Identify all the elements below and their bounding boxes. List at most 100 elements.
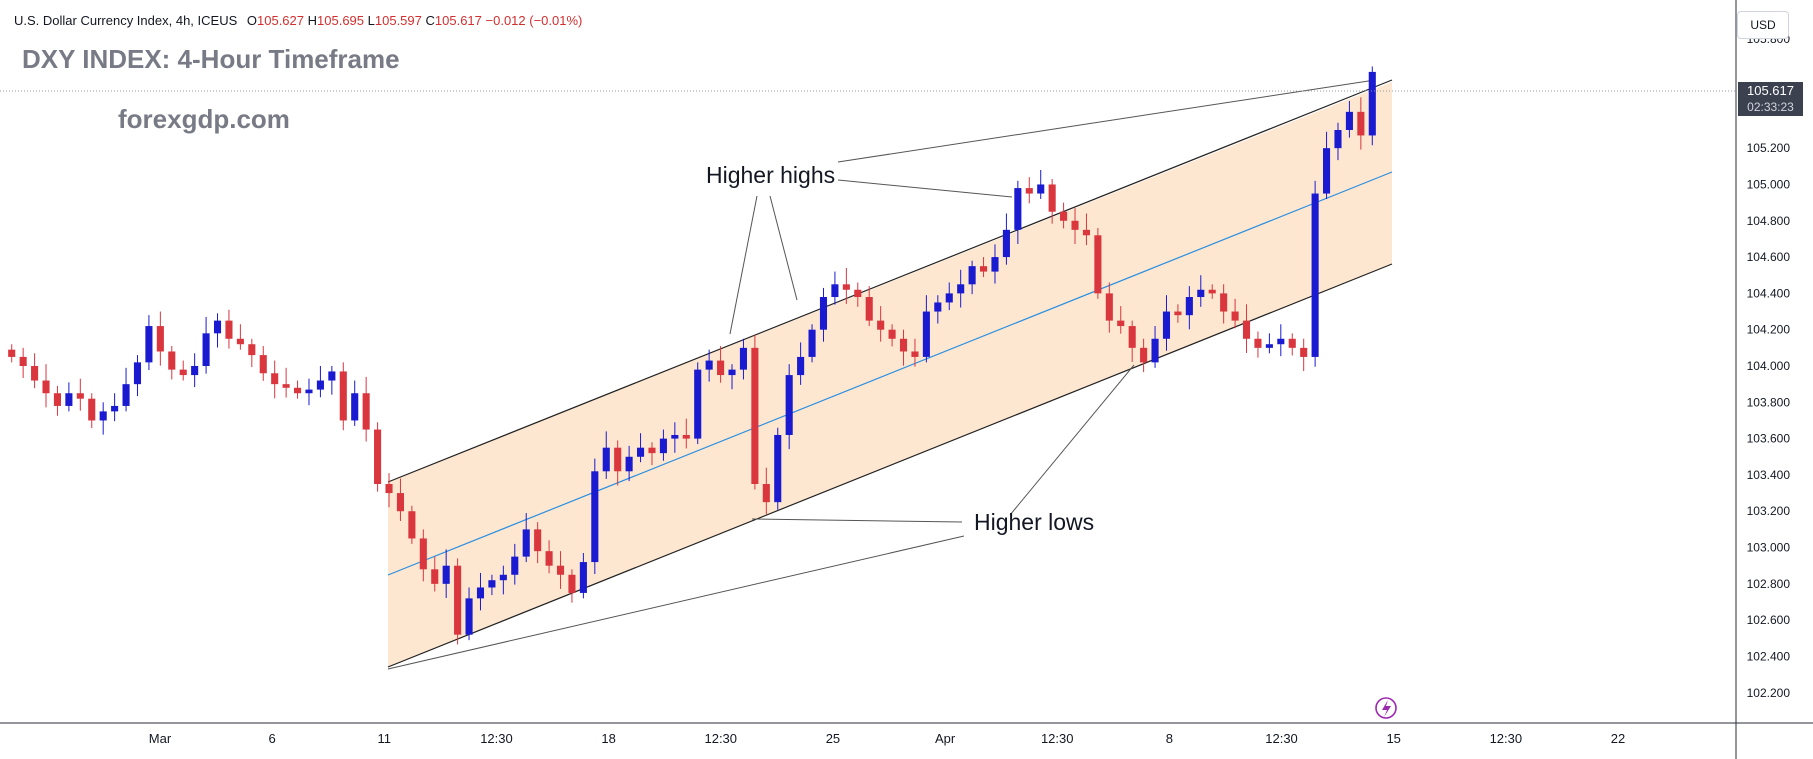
candle-body [1254,338,1262,348]
candle-body [591,471,599,563]
candle-body [133,362,142,385]
candle-body [396,493,404,512]
candle-body [865,297,873,321]
candle-body [648,447,656,454]
x-tick-label: 11 [378,731,392,746]
candle-body [454,565,462,635]
candle-body [899,338,908,352]
candle-body [1025,188,1033,194]
candle-body [408,511,416,539]
candle-body [1357,111,1365,136]
candle-body [579,562,587,593]
x-tick-label: 12:30 [1265,731,1298,746]
y-tick-label: 103.800 [1747,395,1791,409]
candle-body [53,393,61,406]
annotation-line-highs-left2 [769,195,798,301]
x-axis: Mar 6 11 12:30 18 12:30 25 Apr 12:30 8 12:30 15 12:3… [149,731,1625,746]
x-tick-label: 18 [601,731,615,746]
candle-body [797,356,805,376]
annotation-line-highs-long [837,79,1376,163]
candle-body [1002,229,1010,258]
watermark: forexgdp.com [118,104,290,134]
candle-body [225,320,233,339]
candle-body [877,320,885,330]
candle-body [111,405,119,412]
y-axis: 105.800105.400105.200105.000104.800104.6… [1747,32,1791,700]
candle-body [294,387,302,394]
candle-body [42,380,50,394]
candle-body [842,284,850,290]
candle-body [328,371,336,381]
candle-body [762,484,770,503]
candle-body [31,366,39,381]
candle-body [808,329,816,357]
candle-body [1162,311,1171,339]
y-tick-label: 103.400 [1747,468,1791,482]
candle-body [957,284,965,294]
candle-body [819,297,828,330]
y-tick-label: 104.600 [1747,250,1791,264]
candle-body [1082,229,1090,236]
candle-body [442,565,450,584]
candle-body [339,371,347,421]
candle-body [922,311,930,357]
candle-body [1094,235,1102,294]
candle-body [259,355,267,374]
x-tick-label: 12:30 [1490,731,1523,746]
y-tick-label: 104.000 [1747,359,1791,373]
last-price-value: 105.617 [1747,83,1794,98]
low-value: 105.597 [374,13,422,28]
candle-body [499,574,507,581]
candle-body [1311,193,1319,357]
candle-body [1151,338,1159,363]
candle-body [1323,148,1331,194]
high-value: 105.695 [317,13,365,28]
annotation-line-lows-mid [751,518,963,523]
y-tick-label: 105.200 [1747,141,1791,155]
candle-body [1060,211,1068,221]
candle-body [1208,289,1216,294]
candle-body [305,389,313,394]
candle-body [1368,71,1376,136]
lightning-icon[interactable] [1375,697,1397,719]
candle-body [705,360,713,370]
candle-body [671,434,679,439]
close-value: 105.617 [434,13,482,28]
candle-body [65,393,73,406]
candle-body [191,366,199,376]
open-value: 105.627 [257,13,304,28]
candle-body [248,344,256,356]
candle-body [945,293,953,303]
x-tick-label: 8 [1166,731,1173,746]
x-tick-label: 12:30 [480,731,513,746]
high-label: H [307,13,318,28]
candle-body [476,587,485,599]
candle-body [1288,338,1296,348]
candle-body [1185,297,1193,316]
candle-body [1014,188,1022,230]
candle-body [122,384,130,406]
bar-countdown: 02:33:23 [1747,100,1794,114]
candle-body [1048,184,1056,212]
y-tick-label: 104.200 [1747,323,1791,337]
candle-body [1231,311,1239,321]
x-tick-label: 6 [269,731,276,746]
channel-lower-line [387,263,1393,668]
candle-body [465,598,473,635]
symbol-name: U.S. Dollar Currency Index, 4h, ICEUS [14,13,238,28]
currency-button[interactable]: USD [1737,11,1789,39]
candle-body [236,338,244,345]
candle-body [602,447,610,472]
annotation-higher-lows: Higher lows [974,509,1094,535]
channel-fill [388,82,1392,667]
candle-body [179,369,187,376]
candle-body [991,257,999,272]
y-tick-label: 104.800 [1747,214,1791,228]
candle-body [374,429,382,484]
candle-layer [8,66,1376,645]
x-tick-label: 12:30 [1041,731,1074,746]
chart-headline: DXY INDEX: 4-Hour Timeframe [22,44,400,74]
candle-body [511,556,519,575]
x-tick-label: Mar [149,731,172,746]
